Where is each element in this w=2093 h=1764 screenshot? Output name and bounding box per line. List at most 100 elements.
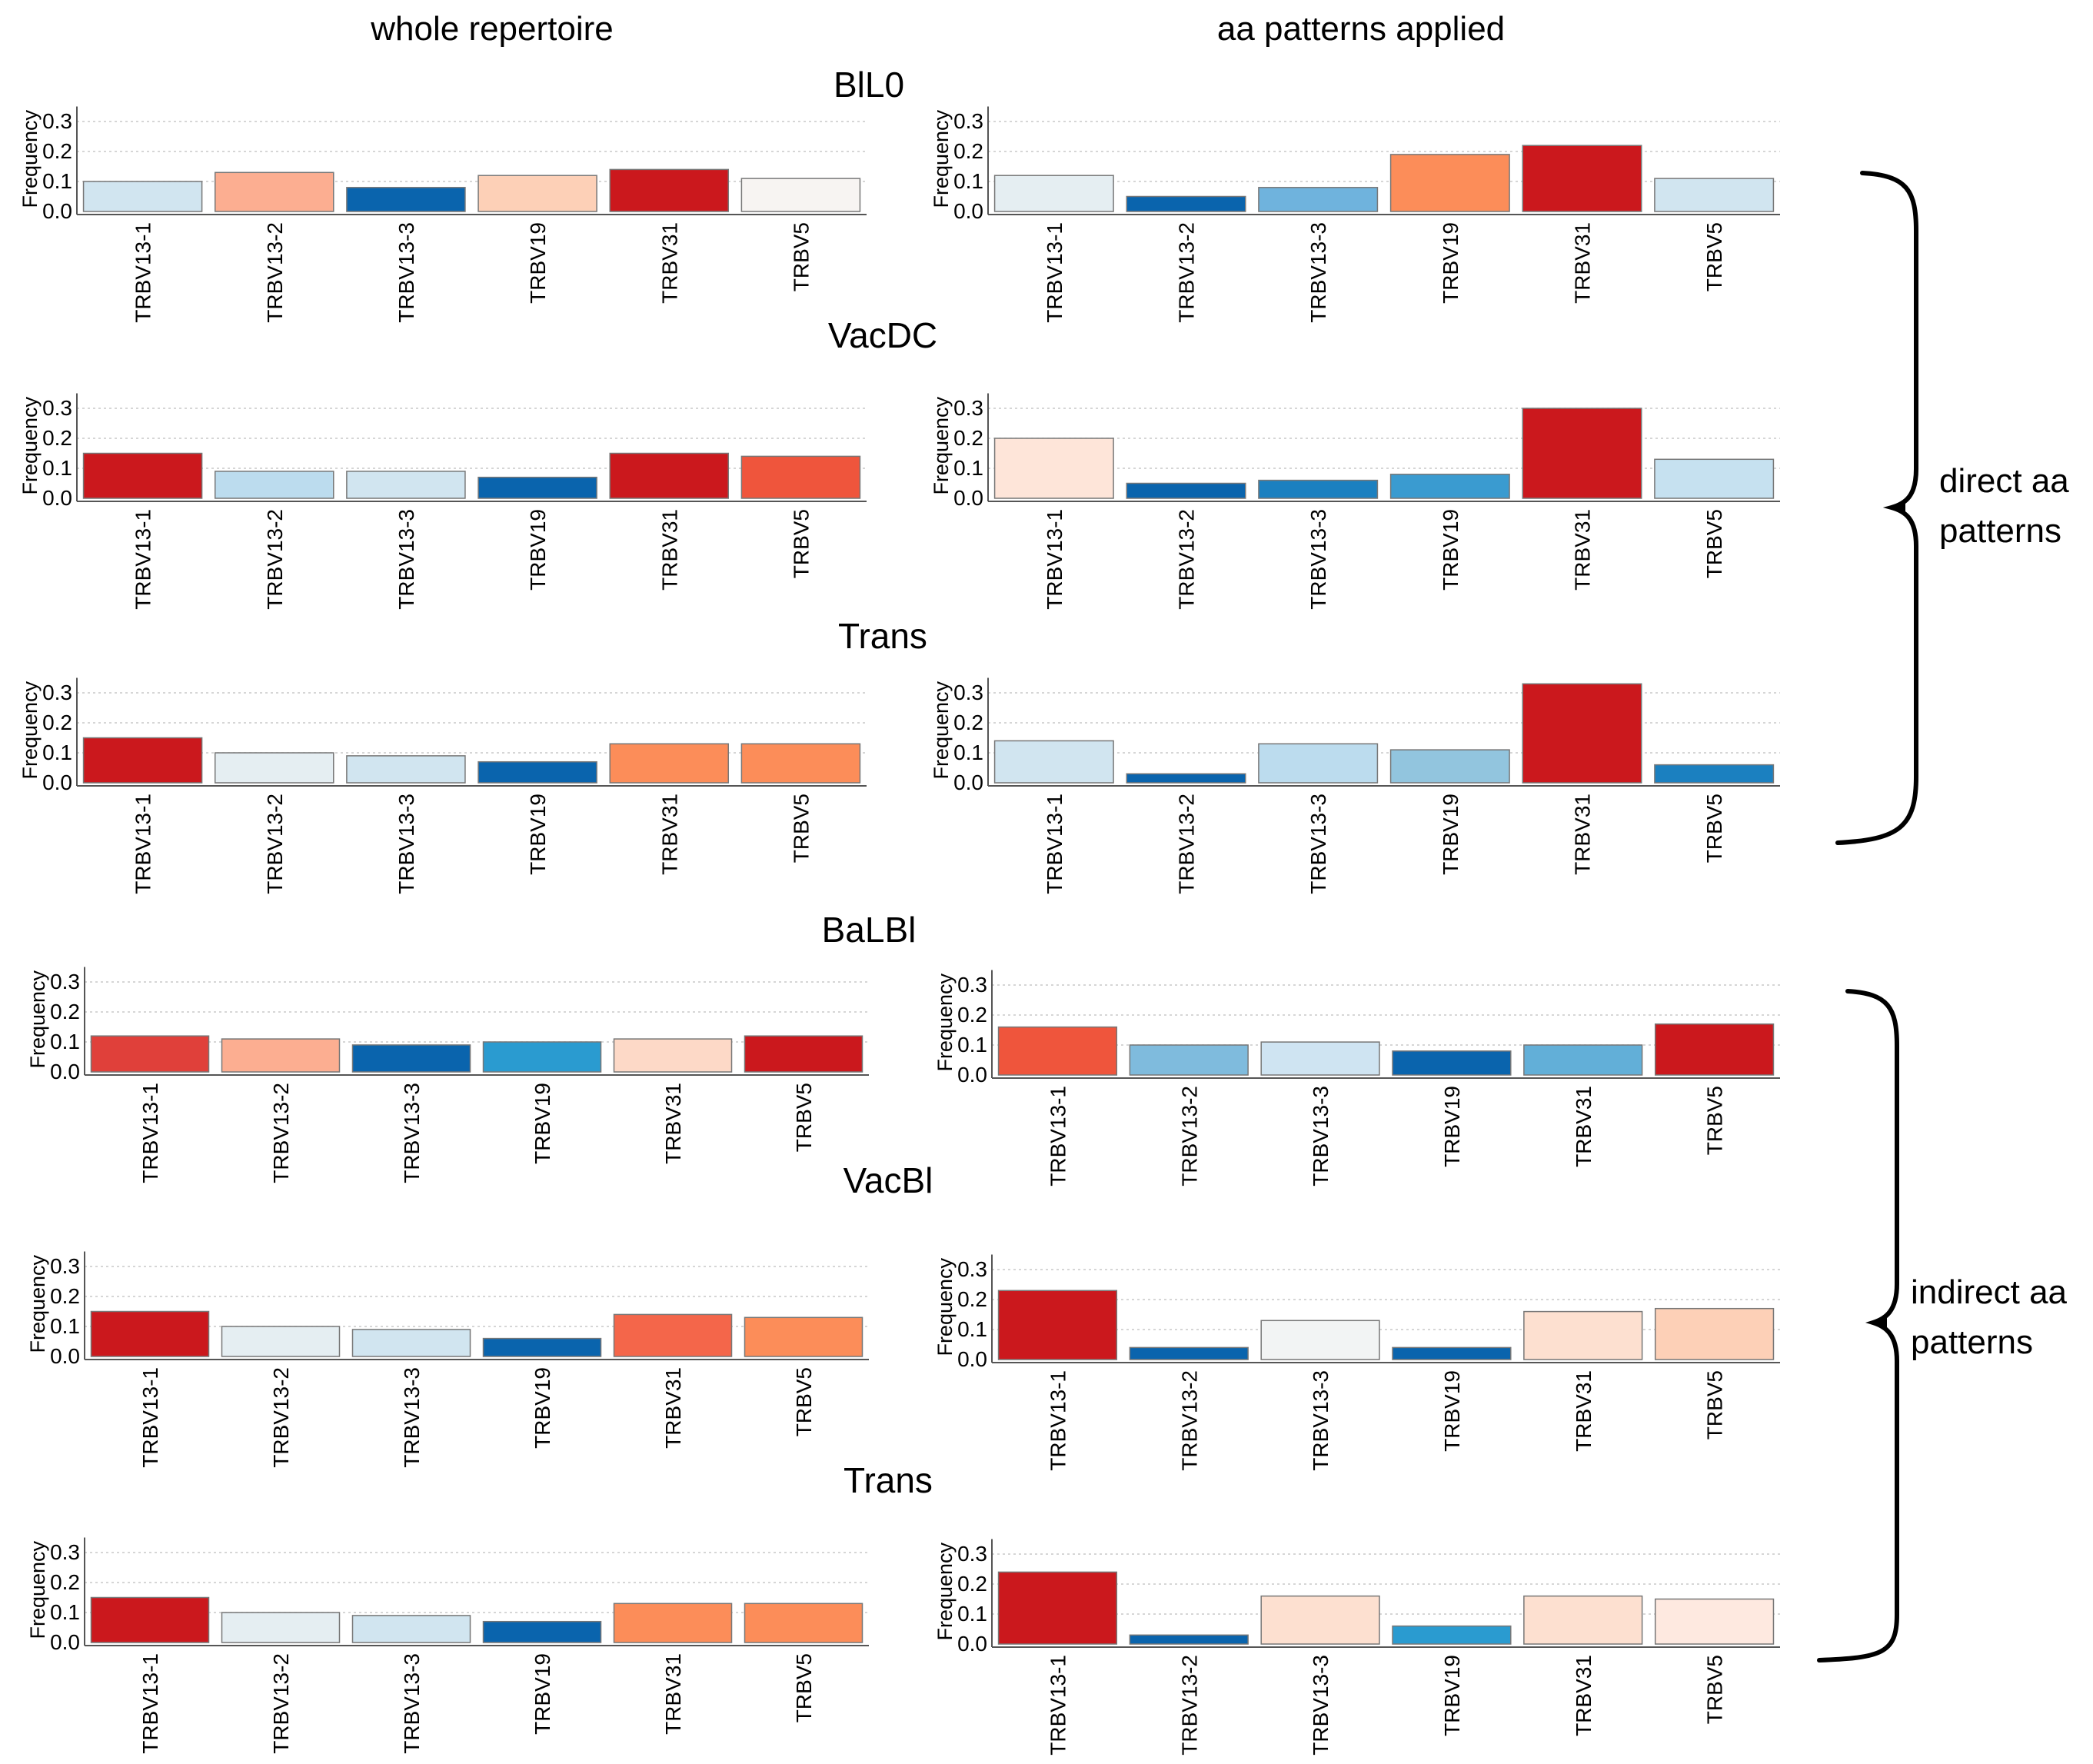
group-title-vacbl: VacBl [844,1160,933,1200]
bar-trbv13-1 [997,1026,1118,1076]
bar-trbv13-1 [82,452,203,499]
x-tick-label: TRBV5 [792,1653,816,1722]
y-tick-label: 0.0 [957,1063,987,1087]
x-tick-label: TRBV19 [1440,1086,1464,1167]
y-axis-label: Frequency [26,970,49,1068]
x-tick-label: TRBV13-2 [1175,794,1199,894]
x-tick-label: TRBV19 [531,1367,554,1449]
bar-trbv5 [1654,1598,1775,1645]
y-tick-label: 0.1 [957,1317,987,1341]
y-tick-label: 0.3 [953,681,983,704]
y-axis-label: Frequency [18,396,42,494]
bar-trbv13-1 [90,1035,210,1073]
bar-trbv13-2 [1129,1346,1249,1360]
bar-trbv19 [1392,1625,1512,1645]
bar-trbv13-1 [90,1596,210,1643]
bar-trbv19 [477,476,597,499]
group-title-vacdc: VacDC [828,315,937,355]
x-tick-label: TRBV13-3 [1306,222,1330,323]
x-tick-label: TRBV31 [661,1367,685,1449]
bar-trbv13-3 [346,755,466,784]
x-tick-label: TRBV31 [657,222,681,304]
y-tick-label: 0.1 [953,456,983,480]
x-tick-label: TRBV13-2 [263,222,287,323]
y-axis-label: Frequency [18,109,42,208]
x-tick-label: TRBV13-1 [1046,1655,1070,1756]
indirect-label-line2: patterns [1911,1323,2033,1361]
y-tick-label: 0.1 [50,1030,80,1053]
bar-trbv5 [744,1316,863,1357]
y-tick-label: 0.3 [50,1254,80,1278]
bar-trbv31 [613,1038,733,1073]
y-tick-label: 0.1 [953,741,983,764]
x-tick-label: TRBV13-2 [269,1083,293,1183]
y-tick-label: 0.1 [50,1314,80,1338]
bar-trbv19 [477,761,597,784]
bar-trbv13-1 [997,1571,1118,1645]
x-tick-label: TRBV31 [1571,509,1595,591]
x-tick-label: TRBV13-1 [131,509,155,610]
bar-trbv5 [1654,178,1775,212]
bar-trbv13-2 [214,471,334,499]
x-tick-label: TRBV5 [1703,1370,1727,1439]
y-axis-label: Frequency [18,681,42,779]
x-tick-label: TRBV19 [531,1653,554,1735]
bar-trbv19 [1389,749,1510,784]
y-tick-label: 0.0 [50,1630,80,1654]
y-tick-label: 0.0 [42,771,72,794]
x-tick-label: TRBV13-2 [1177,1655,1201,1756]
bar-trbv13-3 [351,1615,471,1643]
y-tick-label: 0.0 [953,199,983,223]
x-tick-label: TRBV19 [526,222,550,304]
bar-trbv13-2 [1129,1634,1249,1645]
y-axis-label: Frequency [26,1540,49,1639]
bar-trbv13-2 [214,752,334,784]
y-tick-label: 0.1 [50,1600,80,1624]
y-tick-label: 0.3 [957,1257,987,1281]
y-tick-label: 0.3 [957,1542,987,1566]
column-header-right: aa patterns applied [1217,10,1505,48]
bar-trbv5 [1654,458,1775,499]
y-tick-label: 0.3 [957,973,987,997]
x-tick-label: TRBV13-2 [1177,1086,1201,1187]
y-tick-label: 0.0 [953,771,983,794]
y-axis-label: Frequency [930,109,953,208]
y-tick-label: 0.2 [953,711,983,734]
x-tick-label: TRBV13-3 [1306,509,1330,610]
x-tick-label: TRBV19 [526,509,550,591]
bar-trbv13-2 [1126,773,1246,784]
x-tick-label: TRBV31 [1572,1086,1596,1167]
bar-trbv31 [1523,1595,1643,1645]
y-tick-label: 0.1 [42,741,72,764]
y-axis-label: Frequency [930,681,953,779]
y-tick-label: 0.3 [953,109,983,133]
y-tick-label: 0.2 [957,1003,987,1027]
bar-trbv19 [1392,1050,1512,1076]
bar-trbv13-3 [351,1044,471,1073]
direct-brace-tip [1892,501,1905,514]
bar-trbv13-3 [351,1329,471,1357]
x-tick-label: TRBV13-3 [1309,1655,1333,1756]
y-tick-label: 0.0 [42,486,72,510]
bar-trbv31 [1522,408,1642,499]
bar-trbv5 [740,455,861,499]
y-tick-label: 0.1 [953,169,983,193]
y-tick-label: 0.2 [957,1572,987,1596]
bar-trbv19 [482,1337,602,1357]
direct-label-line1: direct aa [1939,462,2069,500]
bar-trbv19 [1389,154,1510,212]
y-tick-label: 0.3 [50,1540,80,1564]
x-tick-label: TRBV19 [531,1083,554,1164]
x-tick-label: TRBV13-1 [138,1367,162,1468]
y-tick-label: 0.0 [953,486,983,510]
x-tick-label: TRBV13-1 [1043,509,1066,610]
x-tick-label: TRBV13-2 [1175,222,1199,323]
x-tick-label: TRBV19 [1439,794,1462,875]
x-tick-label: TRBV13-3 [400,1083,424,1183]
